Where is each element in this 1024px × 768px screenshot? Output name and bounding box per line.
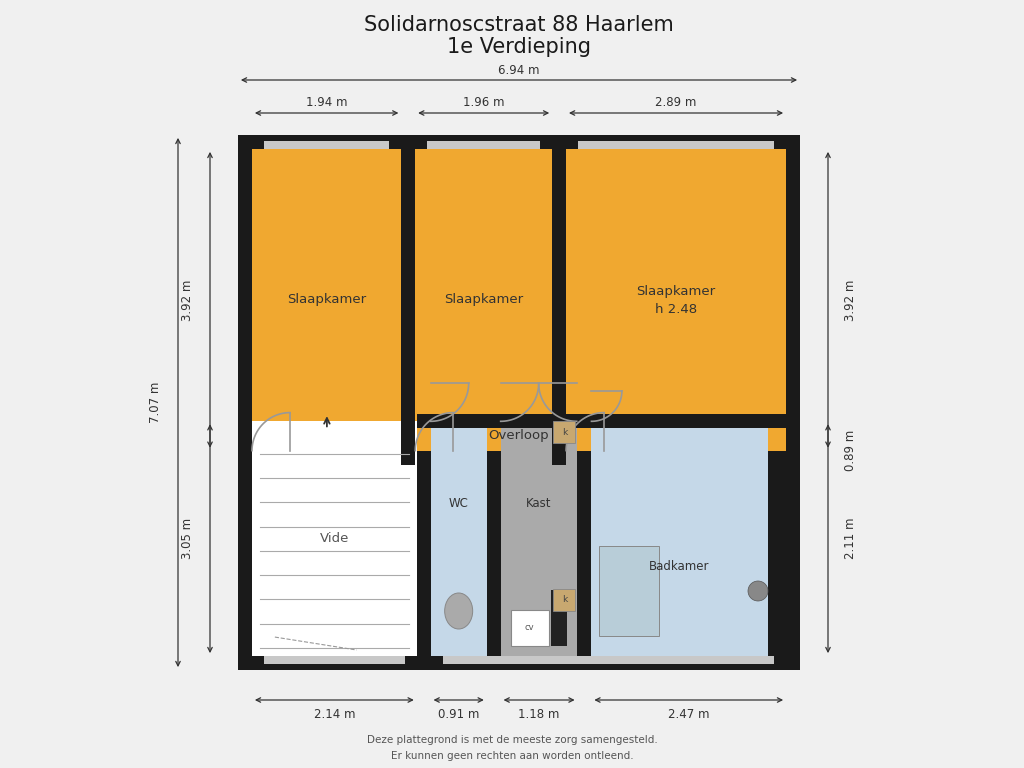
Text: 0.91 m: 0.91 m	[438, 707, 479, 720]
Bar	[252, 422, 786, 451]
Text: Overloop: Overloop	[488, 429, 549, 442]
Bar	[417, 451, 431, 656]
Text: Deze plattegrond is met de meeste zorg samengesteld.: Deze plattegrond is met de meeste zorg s…	[367, 735, 657, 745]
Bar	[501, 422, 578, 656]
Bar	[486, 451, 501, 656]
Bar	[552, 135, 566, 465]
Bar	[592, 422, 768, 656]
Bar	[264, 656, 404, 664]
Bar	[264, 141, 389, 149]
Text: h 2.48: h 2.48	[655, 303, 697, 316]
Text: 3.05 m: 3.05 m	[181, 518, 194, 559]
Text: Kast: Kast	[526, 497, 552, 510]
Text: 1e Verdieping: 1e Verdieping	[447, 37, 591, 57]
Text: 1.94 m: 1.94 m	[306, 97, 347, 110]
Text: cv: cv	[525, 624, 535, 633]
Text: k: k	[562, 595, 567, 604]
Text: Er kunnen geen rechten aan worden ontleend.: Er kunnen geen rechten aan worden ontlee…	[391, 751, 633, 761]
Text: Slaapkamer: Slaapkamer	[444, 293, 523, 306]
Bar	[554, 422, 575, 443]
Text: Badkamer: Badkamer	[649, 561, 710, 574]
Text: 7.07 m: 7.07 m	[150, 382, 162, 423]
Bar	[554, 589, 575, 611]
Bar	[566, 149, 786, 451]
Text: 1.96 m: 1.96 m	[463, 97, 505, 110]
Text: Slaapkamer: Slaapkamer	[287, 293, 367, 306]
Text: 6.94 m: 6.94 m	[499, 64, 540, 77]
Text: 1.18 m: 1.18 m	[518, 707, 560, 720]
Text: 0.89 m: 0.89 m	[844, 430, 857, 472]
Text: 2.47 m: 2.47 m	[668, 707, 710, 720]
Text: 3.92 m: 3.92 m	[844, 279, 857, 320]
Bar	[252, 422, 417, 656]
Text: Slaapkamer: Slaapkamer	[637, 286, 716, 298]
Ellipse shape	[444, 593, 473, 629]
Circle shape	[748, 581, 768, 601]
Bar	[401, 135, 416, 465]
Bar	[431, 422, 486, 656]
Text: 3.92 m: 3.92 m	[181, 279, 194, 320]
Text: Vide: Vide	[319, 532, 349, 545]
Text: k: k	[562, 428, 567, 437]
Bar	[417, 414, 786, 429]
Bar	[442, 656, 774, 664]
Bar	[252, 149, 401, 451]
Text: 2.11 m: 2.11 m	[844, 518, 857, 559]
Bar	[599, 546, 659, 636]
Text: 2.89 m: 2.89 m	[655, 97, 696, 110]
Text: WC: WC	[449, 497, 469, 510]
Bar	[427, 141, 540, 149]
Bar	[579, 141, 774, 149]
Bar	[511, 610, 549, 646]
Bar	[578, 451, 592, 656]
Bar	[238, 135, 800, 670]
Bar	[416, 149, 552, 451]
Text: Solidarnoscstraat 88 Haarlem: Solidarnoscstraat 88 Haarlem	[365, 15, 674, 35]
Text: 2.14 m: 2.14 m	[313, 707, 355, 720]
Bar	[551, 590, 566, 646]
